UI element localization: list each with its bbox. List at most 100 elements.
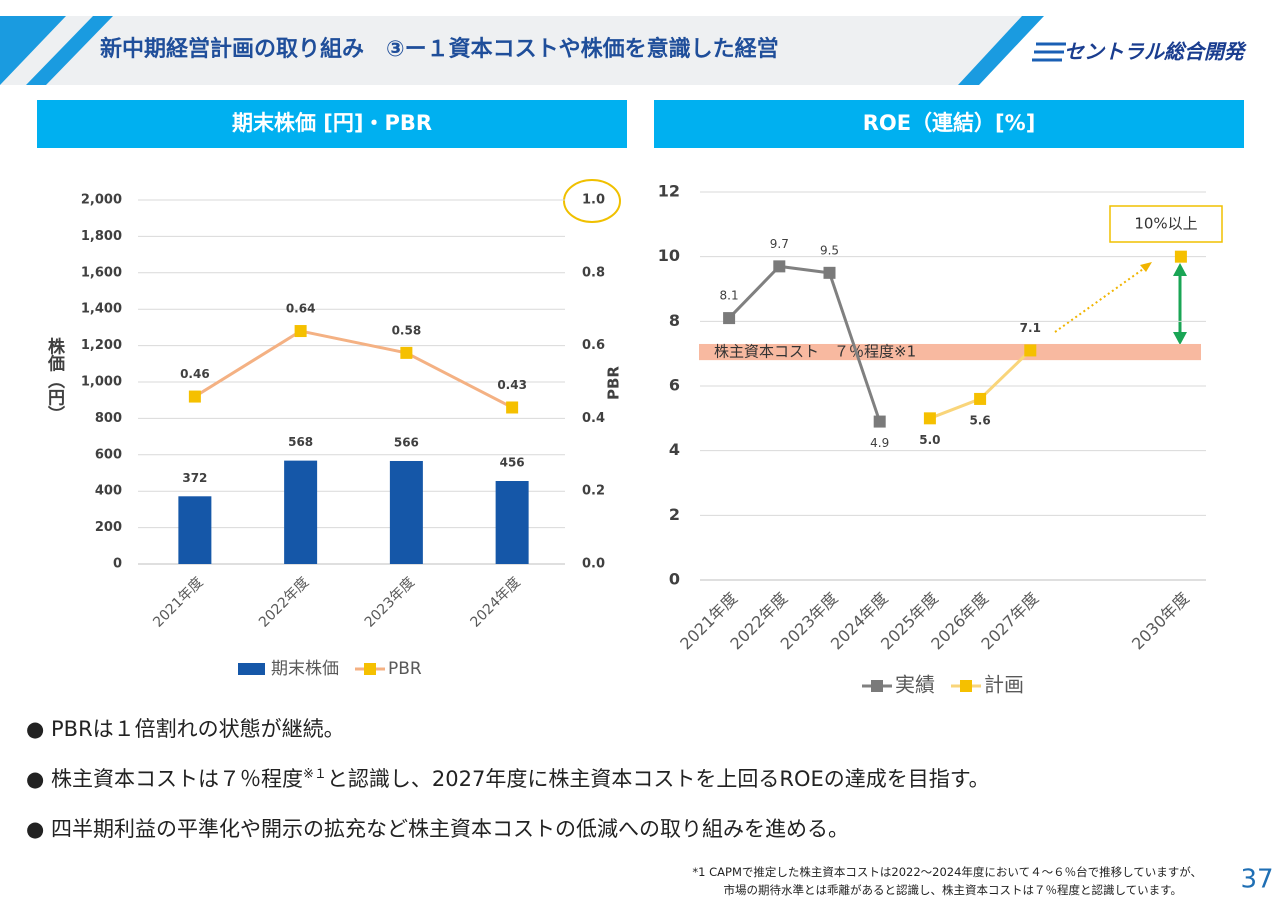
header-stripe xyxy=(26,16,113,85)
y2-axis-label: PBR xyxy=(605,366,623,400)
cost-band xyxy=(699,343,1201,361)
y-tick-label: 400 xyxy=(95,484,122,499)
header-title: 新中期経営計画の取り組み ③ー１資本コストや株価を意識した経営 xyxy=(100,36,779,62)
x-tick-label: 2023年度 xyxy=(362,574,418,630)
bullet-text: 四半期利益の平準化や開示の拡充など株主資本コストの低減への取り組みを進める。 xyxy=(51,817,849,841)
y-tick-label: 4 xyxy=(669,440,680,459)
y-tick-label: 6 xyxy=(669,376,680,395)
legend-label: 計画 xyxy=(984,673,1024,697)
data-label: 0.43 xyxy=(497,378,527,392)
x-tick-label: 2030年度 xyxy=(1128,589,1193,654)
bullet: ● PBRは１倍割れの状態が継続。 xyxy=(26,717,345,741)
x-tick-label: 2021年度 xyxy=(150,574,206,630)
logo: セントラル総合開発 xyxy=(1064,40,1247,64)
line xyxy=(929,349,1032,420)
page-number: 37 xyxy=(1240,865,1273,895)
marker xyxy=(723,312,736,325)
data-label: 372 xyxy=(182,471,207,485)
y-tick-label: 1,600 xyxy=(81,265,122,280)
arrow-head xyxy=(1173,263,1187,276)
y-tick-label: 2,000 xyxy=(81,193,122,208)
chart-title-box xyxy=(654,100,1244,148)
data-label: 9.5 xyxy=(820,243,839,257)
data-label: 566 xyxy=(394,435,419,449)
data-label: 0.46 xyxy=(180,367,210,381)
legend-label: 実績 xyxy=(895,673,935,697)
footnote: 市場の期待水準とは乖離があると認識し、株主資本コストは７％程度と認識しています。 xyxy=(723,883,1182,897)
marker xyxy=(1024,344,1037,357)
arrow-head xyxy=(1173,332,1187,345)
y-tick-label: 1,200 xyxy=(81,338,122,353)
bar xyxy=(178,496,212,564)
marker xyxy=(823,266,836,279)
logo-icon xyxy=(1032,42,1066,62)
y-tick-label: 1,400 xyxy=(81,302,122,317)
header-stripe xyxy=(958,16,1044,85)
bullet-text: 株主資本コストは７％程度 xyxy=(51,767,303,791)
data-label: 456 xyxy=(500,456,525,470)
footnote: *1 CAPMで推定した株主資本コストは2022～2024年度において４～６％台… xyxy=(692,865,1202,879)
x-tick-label: 2022年度 xyxy=(256,574,312,630)
y-tick-label: 10 xyxy=(658,246,680,265)
y2-tick-label: 1.0 xyxy=(582,193,605,208)
highlight-circle xyxy=(563,179,621,223)
line xyxy=(728,264,882,423)
data-label: 8.1 xyxy=(720,289,739,303)
marker xyxy=(873,415,886,428)
data-label: 5.6 xyxy=(969,413,990,427)
data-label: 0.58 xyxy=(392,323,422,337)
data-label: 9.7 xyxy=(770,237,789,251)
arrow-head xyxy=(1140,262,1152,272)
marker xyxy=(294,325,307,338)
trend-arrow xyxy=(1054,266,1147,333)
bullet-text: と認識し、2027年度に株主資本コストを上回るROEの達成を目指す。 xyxy=(326,767,990,791)
marker xyxy=(1174,250,1187,263)
y-tick-label: 600 xyxy=(95,447,122,462)
bar xyxy=(389,460,423,564)
y2-tick-label: 0.0 xyxy=(582,557,605,572)
y-axis-label: 株価（円） xyxy=(44,336,66,422)
marker xyxy=(400,346,413,359)
legend-label: 期末株価 xyxy=(271,659,339,679)
chart-title: 期末株価 [円]・PBR xyxy=(232,111,432,135)
marker xyxy=(506,401,519,414)
y-tick-label: 800 xyxy=(95,411,122,426)
line xyxy=(194,329,513,409)
y2-tick-label: 0.6 xyxy=(582,338,605,353)
callout: 10%以上 xyxy=(1134,215,1197,233)
chart-title-box xyxy=(37,100,627,148)
y-tick-label: 8 xyxy=(669,311,680,330)
footnote-ref: ※１ xyxy=(303,767,327,782)
y-tick-label: 2 xyxy=(669,505,680,524)
band-label: 株主資本コスト ７％程度※1 xyxy=(714,343,916,361)
y-tick-label: 0 xyxy=(113,557,122,572)
y-tick-label: 12 xyxy=(658,182,680,201)
bullet-text: PBRは１倍割れの状態が継続。 xyxy=(51,717,345,741)
data-label: 4.9 xyxy=(870,436,889,450)
bar xyxy=(495,481,529,564)
y2-tick-label: 0.8 xyxy=(582,265,605,280)
data-label: 5.0 xyxy=(919,433,940,447)
y2-tick-label: 0.4 xyxy=(582,411,605,426)
logo-area xyxy=(975,16,1280,85)
y-tick-label: 0 xyxy=(669,570,680,589)
callout-box xyxy=(1109,205,1223,243)
legend-label: PBR xyxy=(388,659,422,679)
bullet: ● 株主資本コストは７％程度※１と認識し、2027年度に株主資本コストを上回るR… xyxy=(26,767,990,791)
header-stripe xyxy=(0,16,66,85)
y2-tick-label: 0.2 xyxy=(582,484,605,499)
data-label: 568 xyxy=(288,435,313,449)
y-tick-label: 1,800 xyxy=(81,229,122,244)
marker xyxy=(188,390,201,403)
x-tick-label: 2024年度 xyxy=(467,574,523,630)
legend-swatch xyxy=(960,680,972,692)
marker xyxy=(773,260,786,273)
data-label: 0.64 xyxy=(286,302,316,316)
marker xyxy=(974,392,987,405)
legend-swatch xyxy=(364,663,376,675)
bullet: ● 四半期利益の平準化や開示の拡充など株主資本コストの低減への取り組みを進める。 xyxy=(26,817,849,841)
bar xyxy=(284,460,318,564)
y-tick-label: 1,000 xyxy=(81,375,122,390)
